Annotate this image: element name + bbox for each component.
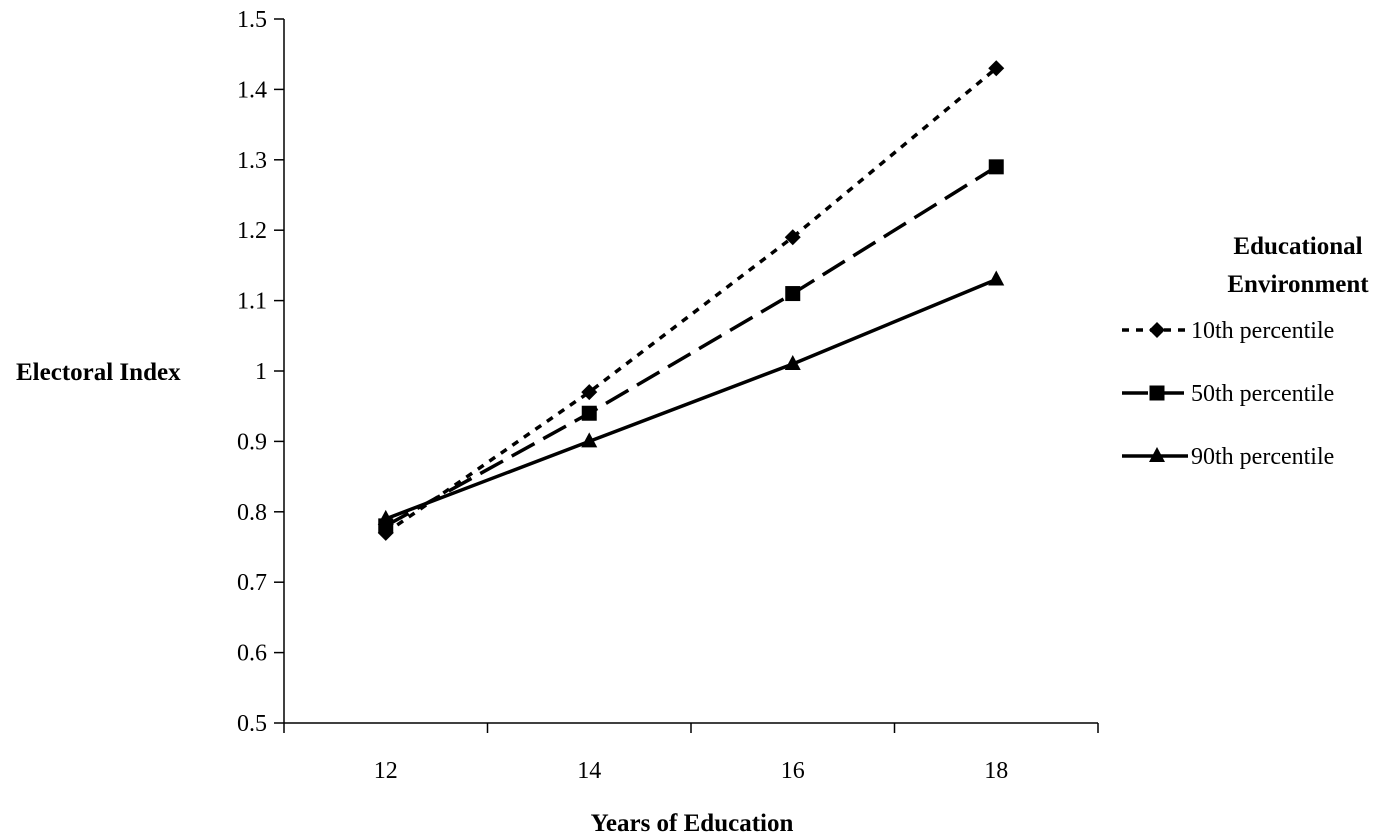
data-point-diamond	[988, 60, 1005, 77]
series-line-1	[384, 66, 998, 535]
legend-label: 90th percentile	[1191, 444, 1334, 470]
legend-title-line-1: Educational	[1233, 233, 1362, 260]
y-tick-label: 0.9	[237, 429, 267, 455]
x-axis-title: Years of Education	[591, 810, 794, 837]
y-tick-label: 0.7	[237, 570, 267, 596]
legend-marker-diamond	[1149, 322, 1165, 338]
x-tick-label: 16	[781, 758, 805, 784]
data-point-triangle	[784, 354, 801, 370]
series-line-3	[385, 277, 997, 521]
data-point-triangle	[581, 432, 598, 448]
y-tick-label: 1.4	[237, 77, 267, 103]
legend: Educational Environment 10th percentile 5…	[1122, 233, 1369, 470]
legend-title-line-2: Environment	[1227, 271, 1369, 298]
y-tick-label: 1.2	[237, 218, 267, 244]
y-tick-label: 0.5	[237, 711, 267, 737]
data-point-square	[581, 405, 597, 421]
y-tick-label: 1.5	[237, 7, 267, 33]
legend-label: 50th percentile	[1191, 381, 1334, 407]
y-tick-label: 1.1	[237, 289, 267, 315]
tick-labels: 0.5 0.6 0.7 0.8 0.9 1 1.1 1.2 1.3 1.4 1.5 12 14 16 18	[237, 7, 1008, 784]
x-tick-label: 14	[577, 758, 601, 784]
legend-marker-square	[1149, 385, 1165, 401]
legend-items: 10th percentile 50th percentile 90th perce…	[1122, 318, 1334, 470]
ticks	[274, 18, 1099, 733]
legend-marker-triangle	[1149, 447, 1165, 462]
y-tick-label: 1	[255, 359, 267, 385]
data-point-triangle	[377, 509, 394, 525]
data-point-square	[988, 159, 1004, 175]
series-lines	[384, 66, 998, 535]
data-point-diamond	[581, 384, 598, 401]
y-tick-label: 0.8	[237, 500, 267, 526]
x-tick-label: 12	[374, 758, 398, 784]
axes	[283, 19, 1098, 724]
series-line-2	[384, 165, 998, 528]
series-markers	[377, 60, 1005, 541]
y-tick-label: 1.3	[237, 148, 267, 174]
data-point-triangle	[988, 270, 1005, 286]
data-point-square	[785, 286, 801, 302]
data-point-diamond	[784, 229, 801, 246]
legend-label: 10th percentile	[1191, 318, 1334, 344]
y-axis-title: Electoral Index	[16, 359, 181, 386]
y-tick-label: 0.6	[237, 641, 267, 667]
x-tick-label: 18	[984, 758, 1008, 784]
